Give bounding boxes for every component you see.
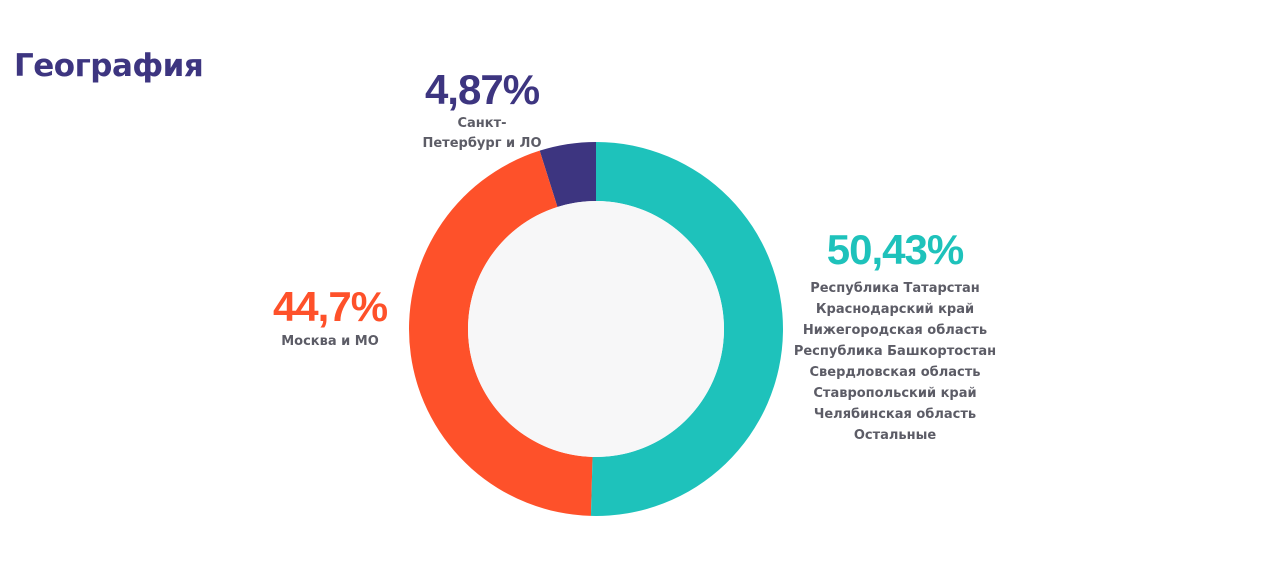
callout-spb: 4,87% Санкт- Петербург и ЛО bbox=[400, 66, 564, 154]
page-title: География bbox=[14, 48, 204, 84]
region-tatarstan: Республика Татарстан bbox=[810, 281, 980, 296]
region-stavropol: Ставропольский край bbox=[813, 386, 977, 401]
callout-moscow: 44,7% Москва и МО bbox=[250, 283, 410, 352]
region-nizhny-novgorod: Нижегородская область bbox=[802, 323, 988, 338]
slice-moscow bbox=[409, 150, 593, 516]
region-label-spb-line2: Петербург и ЛО bbox=[422, 136, 542, 151]
region-sverdlovsk: Свердловская область bbox=[809, 365, 981, 380]
pct-label-spb: 4,87% bbox=[424, 66, 540, 113]
region-bashkortostan: Республика Башкортостан bbox=[793, 344, 997, 359]
callout-regions: 50,43% Республика Татарстан Краснодарски… bbox=[790, 226, 1000, 446]
region-other: Остальные bbox=[853, 428, 937, 443]
region-label-moscow: Москва и МО bbox=[281, 334, 379, 349]
donut-hole bbox=[468, 201, 724, 457]
pct-label-moscow: 44,7% bbox=[272, 283, 388, 330]
pct-label-regions: 50,43% bbox=[826, 226, 964, 273]
slice-spb bbox=[539, 142, 596, 207]
region-krasnodar: Краснодарский край bbox=[815, 302, 975, 317]
region-chelyabinsk: Челябинская область bbox=[813, 407, 977, 422]
slice-regions bbox=[590, 142, 783, 516]
region-label-spb-line1: Санкт- bbox=[457, 116, 507, 131]
